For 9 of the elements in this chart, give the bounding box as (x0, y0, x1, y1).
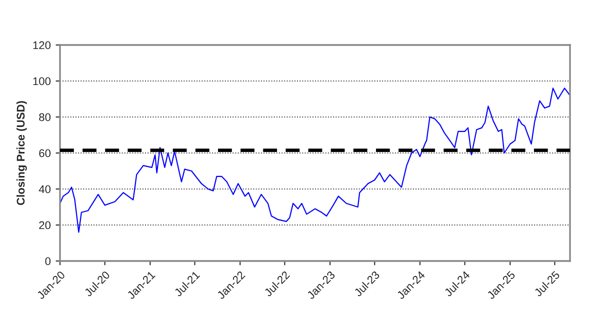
y-tick-label: 40 (38, 185, 51, 194)
y-axis-title: Closing Price (USD) (16, 101, 27, 206)
line-series (60, 88, 570, 233)
y-tick-label: 20 (39, 221, 51, 230)
y-tick-label: 0 (45, 257, 51, 266)
y-tick-label: 120 (33, 41, 51, 50)
y-tick-label: 80 (39, 113, 51, 122)
y-tick-label: 100 (33, 77, 51, 86)
y-tick-label: 60 (39, 149, 51, 158)
